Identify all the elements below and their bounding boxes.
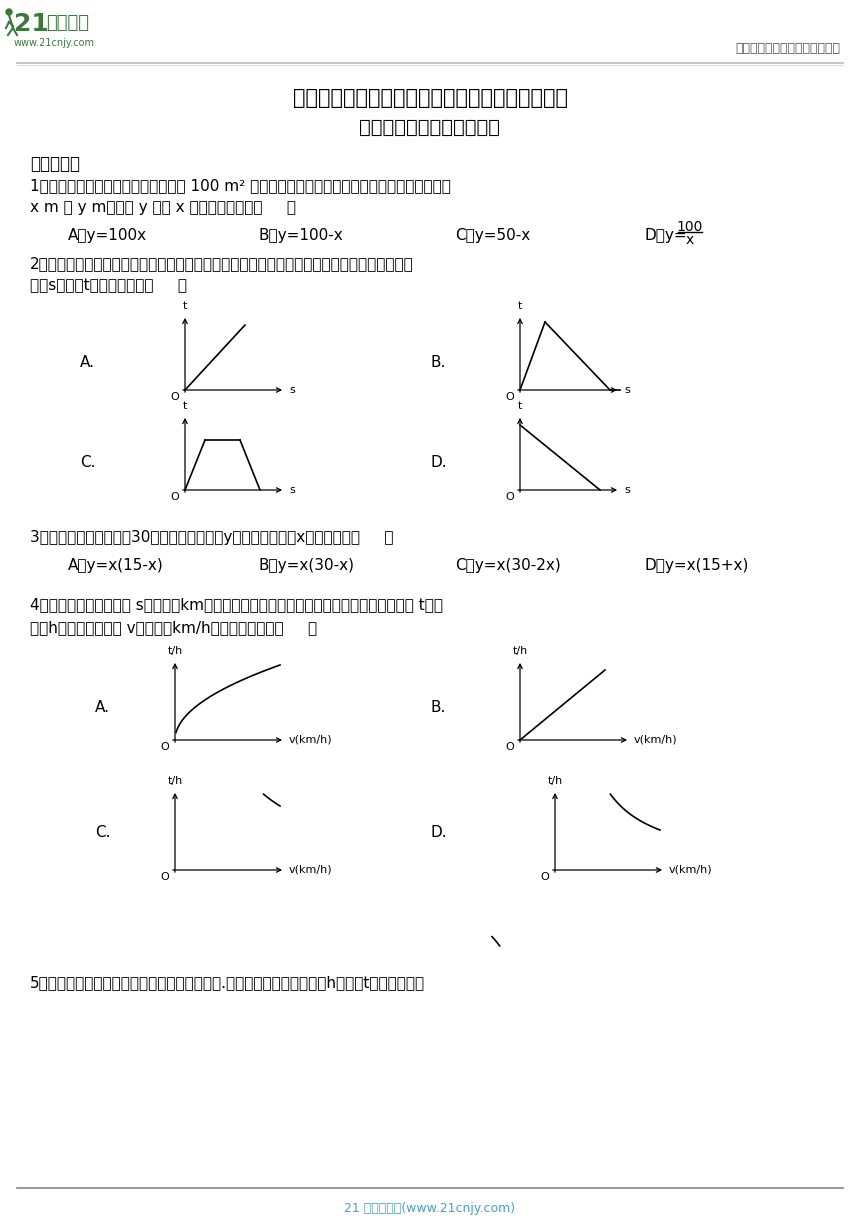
Text: 距离s与时间t的大致图象是（     ）: 距离s与时间t的大致图象是（ ） — [30, 278, 187, 293]
Text: O: O — [506, 742, 514, 751]
Text: 4．已知甲、乙两地相距 s（单位：km），汽车从甲地匀速行驶到乙地，则汽车行驶的时间 t（单: 4．已知甲、乙两地相距 s（单位：km），汽车从甲地匀速行驶到乙地，则汽车行驶的… — [30, 597, 443, 612]
Circle shape — [6, 9, 12, 15]
Text: s: s — [289, 385, 295, 395]
Text: O: O — [506, 392, 514, 402]
Text: 21: 21 — [14, 12, 49, 36]
Text: v(km/h): v(km/h) — [289, 734, 333, 745]
Text: s: s — [624, 485, 630, 495]
Text: O: O — [170, 492, 179, 502]
Text: O: O — [160, 742, 169, 751]
Text: t: t — [518, 401, 522, 411]
Text: t/h: t/h — [513, 646, 528, 655]
Text: t: t — [183, 302, 187, 311]
Text: x: x — [686, 233, 694, 247]
Text: A.: A. — [80, 355, 95, 370]
Text: t: t — [183, 401, 187, 411]
Text: 位：h）关于行驶速度 v（单位：km/h）的函数图象是（     ）: 位：h）关于行驶速度 v（单位：km/h）的函数图象是（ ） — [30, 620, 317, 635]
Text: 100: 100 — [677, 220, 703, 233]
Text: D.: D. — [430, 824, 446, 840]
Text: v(km/h): v(km/h) — [289, 865, 333, 876]
Text: B．y=x(30-x): B．y=x(30-x) — [258, 558, 354, 573]
Text: x m 和 y m，那么 y 关于 x 的函数表达式为（     ）: x m 和 y m，那么 y 关于 x 的函数表达式为（ ） — [30, 199, 296, 215]
Text: v(km/h): v(km/h) — [669, 865, 713, 876]
Text: t: t — [518, 302, 522, 311]
Text: 单元测试卷（含答案解析）: 单元测试卷（含答案解析） — [359, 118, 501, 137]
Text: s: s — [624, 385, 630, 395]
Text: B．y=100-x: B．y=100-x — [258, 229, 343, 243]
Text: D．y=x(15+x): D．y=x(15+x) — [645, 558, 749, 573]
Text: D.: D. — [430, 455, 446, 471]
Text: A．y=100x: A．y=100x — [68, 229, 147, 243]
Text: 世纪教育: 世纪教育 — [46, 15, 89, 32]
FancyBboxPatch shape — [8, 10, 178, 62]
Text: C．y=50-x: C．y=50-x — [455, 229, 531, 243]
Text: 5．匀速地向一个容器内注水，最后把容器注满.在注水过程中，水面高度h随时间t的变化规律如: 5．匀速地向一个容器内注水，最后把容器注满.在注水过程中，水面高度h随时间t的变… — [30, 975, 425, 990]
Text: 1．某中学要在校园内划出一块面积是 100 m² 的矩形土地做花圃，设这个矩形相邻两边长分别为: 1．某中学要在校园内划出一块面积是 100 m² 的矩形土地做花圃，设这个矩形相… — [30, 178, 451, 193]
Text: t/h: t/h — [168, 646, 182, 655]
Text: A.: A. — [95, 700, 110, 715]
Text: O: O — [170, 392, 179, 402]
Text: 2．跳伞运动员从高空跳下，打开降落伞，最后安全着地，在这个过程中，跳伞运动员到地面的: 2．跳伞运动员从高空跳下，打开降落伞，最后安全着地，在这个过程中，跳伞运动员到地… — [30, 257, 414, 271]
Text: 一、选择题: 一、选择题 — [30, 154, 80, 173]
Text: 中小学教育资源及组卷应用平台: 中小学教育资源及组卷应用平台 — [735, 43, 840, 55]
Text: 21 世纪教育网(www.21cnjy.com): 21 世纪教育网(www.21cnjy.com) — [345, 1201, 515, 1215]
Text: www.21cnjy.com: www.21cnjy.com — [14, 38, 95, 47]
Text: t/h: t/h — [547, 776, 562, 786]
Text: O: O — [160, 872, 169, 882]
Text: C.: C. — [80, 455, 95, 471]
Text: O: O — [506, 492, 514, 502]
Text: O: O — [540, 872, 549, 882]
Text: s: s — [289, 485, 295, 495]
Text: t/h: t/h — [168, 776, 182, 786]
Text: B.: B. — [430, 355, 445, 370]
Text: A．y=x(15-x): A．y=x(15-x) — [68, 558, 163, 573]
Text: 北师大版七年级数学下册：第三章变量之间的关系: 北师大版七年级数学下册：第三章变量之间的关系 — [292, 88, 568, 108]
Text: 3．一个长方形的周长为30，则长方形的面积y与长方形一边长x的关系式为（     ）: 3．一个长方形的周长为30，则长方形的面积y与长方形一边长x的关系式为（ ） — [30, 530, 394, 545]
Text: C．y=x(30-2x): C．y=x(30-2x) — [455, 558, 561, 573]
Text: C.: C. — [95, 824, 110, 840]
Text: v(km/h): v(km/h) — [634, 734, 678, 745]
Text: B.: B. — [430, 700, 445, 715]
Text: D．y=: D．y= — [645, 229, 688, 243]
